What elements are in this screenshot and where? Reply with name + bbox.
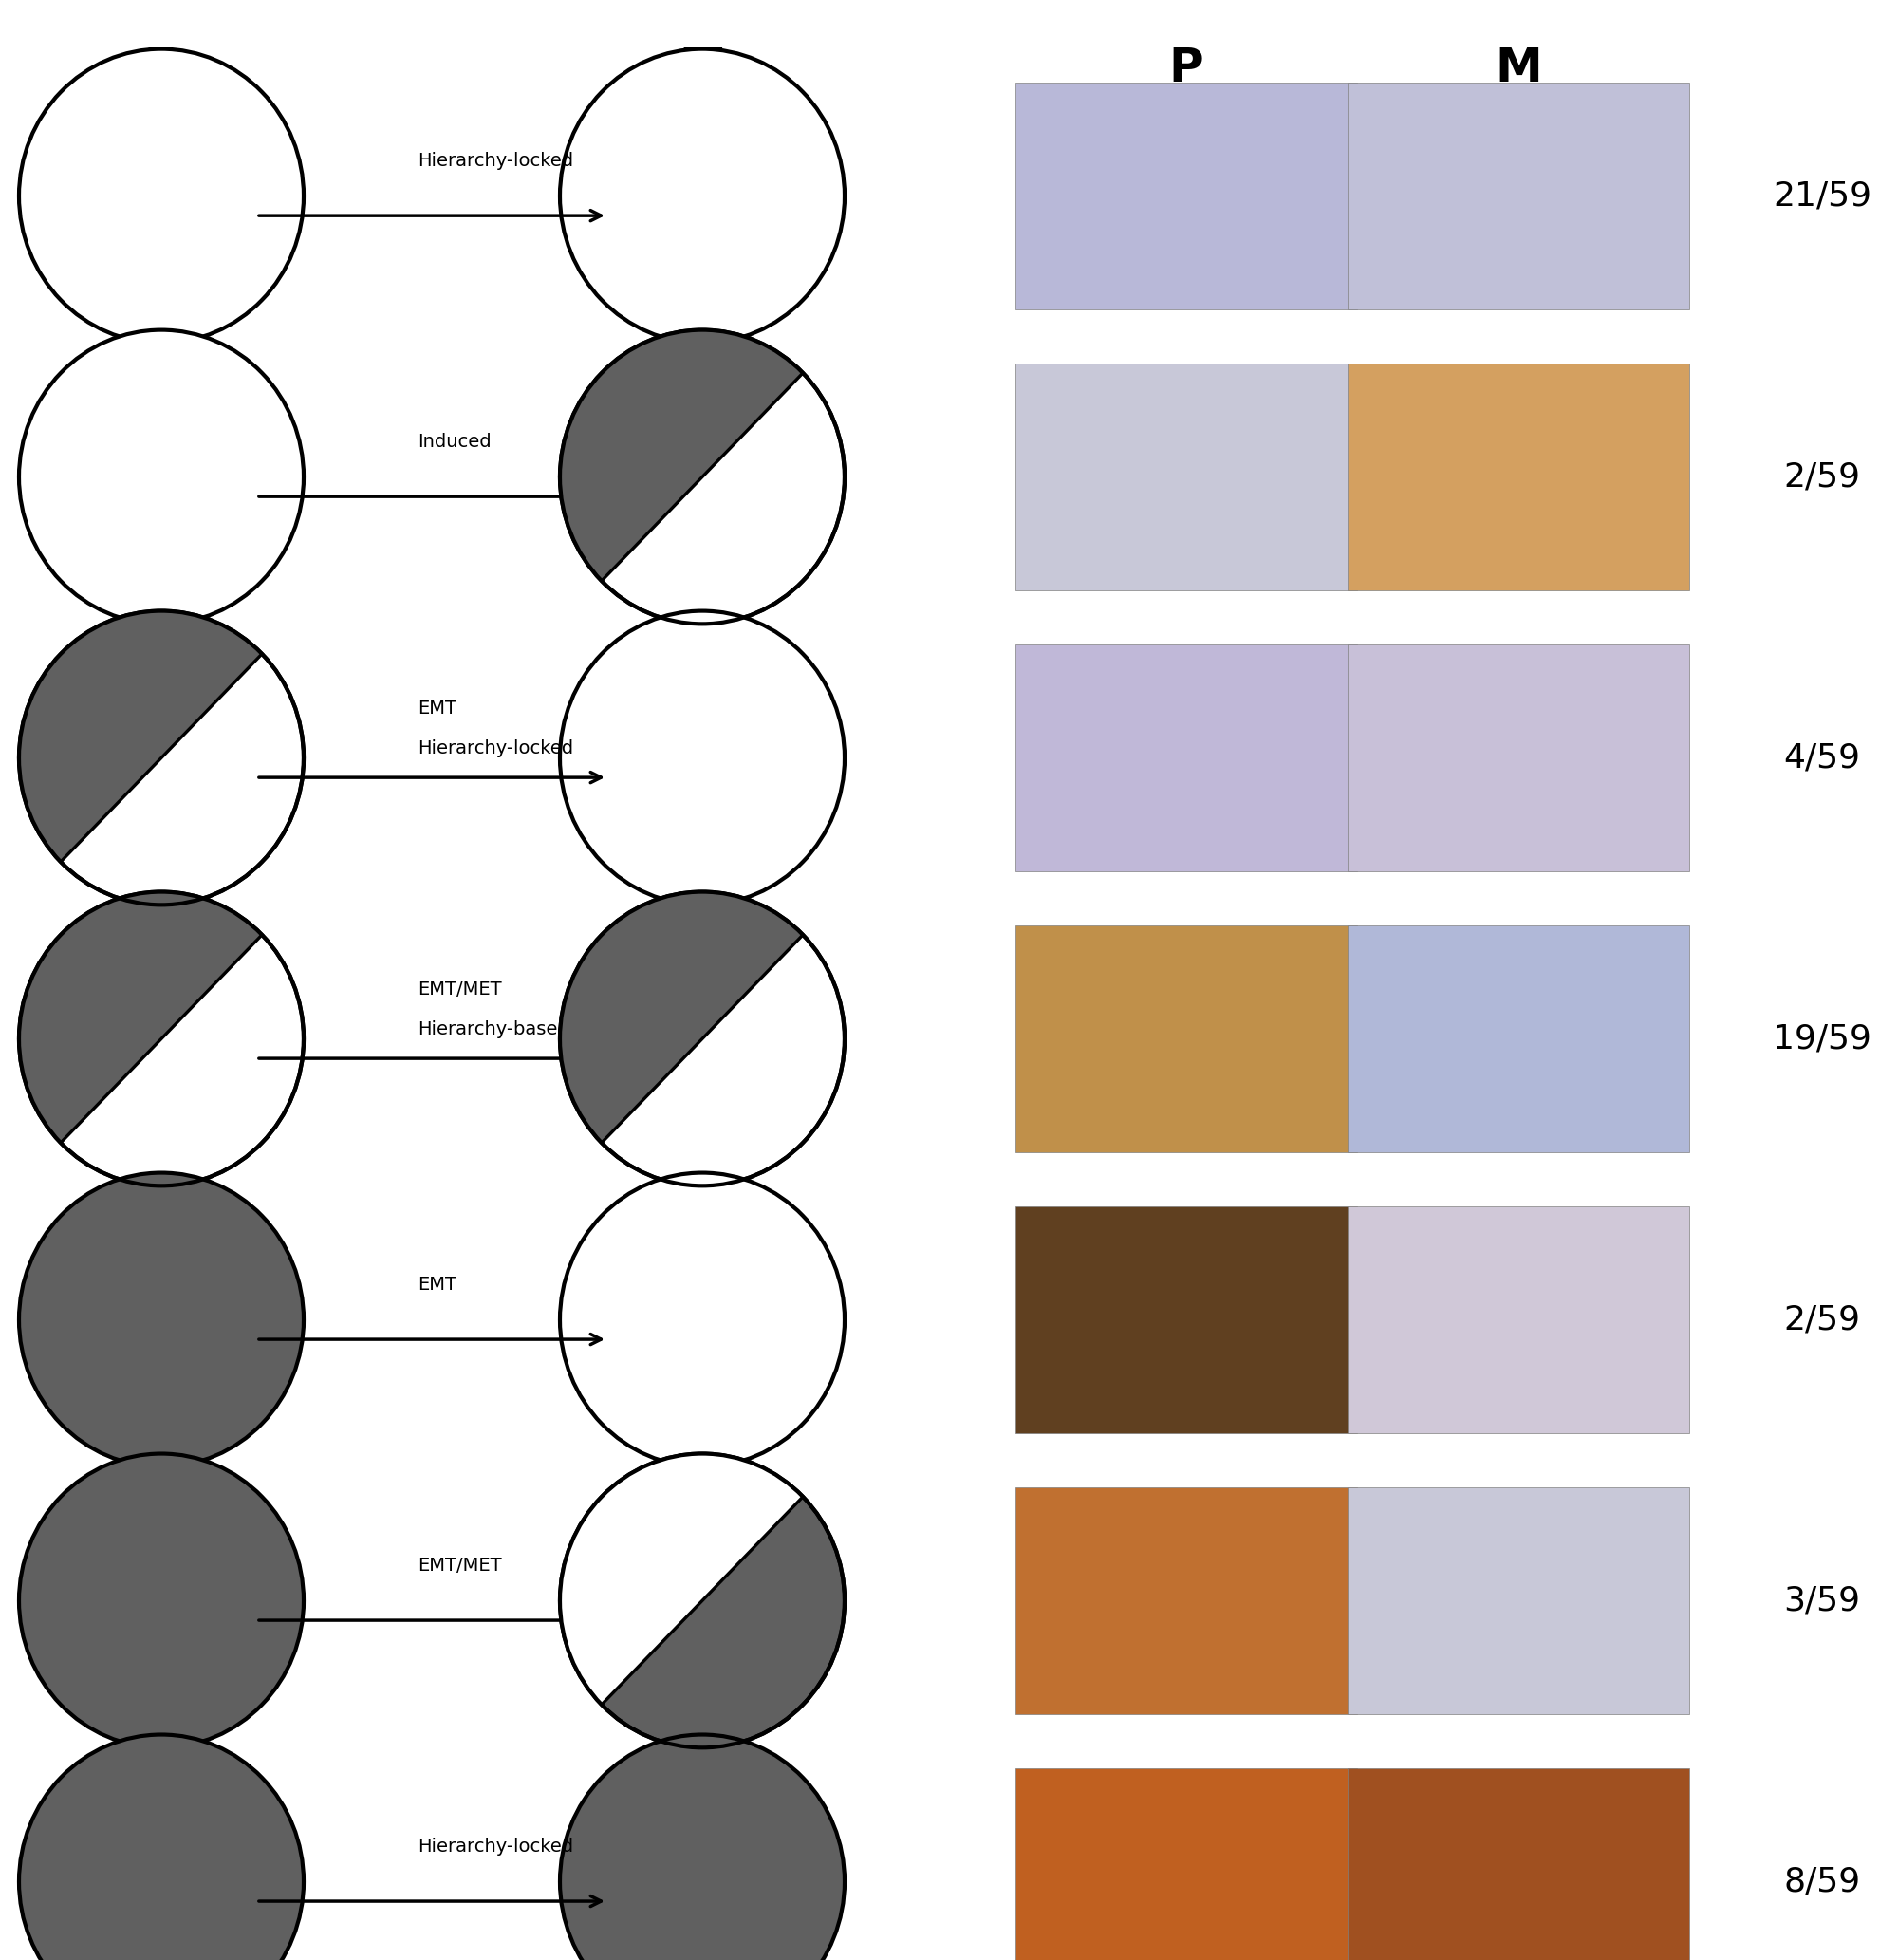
Wedge shape (19, 612, 262, 862)
Circle shape (19, 1172, 304, 1466)
FancyBboxPatch shape (1015, 1488, 1357, 1715)
Text: P: P (1169, 45, 1203, 92)
Text: Hierarchy-based: Hierarchy-based (418, 1019, 569, 1039)
Text: EMT/MET: EMT/MET (418, 980, 501, 1000)
FancyBboxPatch shape (1348, 82, 1689, 310)
Wedge shape (560, 329, 803, 580)
FancyBboxPatch shape (1348, 1488, 1689, 1715)
FancyBboxPatch shape (1348, 925, 1689, 1152)
Circle shape (560, 329, 845, 623)
Text: EMT: EMT (418, 700, 456, 717)
FancyBboxPatch shape (1348, 1205, 1689, 1433)
Text: Hierarchy-locked: Hierarchy-locked (418, 739, 573, 757)
Text: M: M (1496, 45, 1541, 92)
Text: 2/59: 2/59 (1784, 461, 1860, 494)
FancyBboxPatch shape (1015, 645, 1357, 872)
Text: Induced: Induced (418, 433, 492, 451)
Circle shape (19, 892, 304, 1186)
Wedge shape (560, 892, 803, 1143)
Circle shape (19, 612, 304, 906)
FancyBboxPatch shape (1015, 363, 1357, 590)
Text: M: M (679, 45, 725, 92)
Text: P: P (144, 45, 178, 92)
FancyBboxPatch shape (1015, 1768, 1357, 1960)
Text: 21/59: 21/59 (1773, 180, 1871, 212)
Circle shape (19, 1454, 304, 1748)
Text: 4/59: 4/59 (1784, 741, 1860, 774)
Circle shape (19, 329, 304, 623)
Text: EMT: EMT (418, 1276, 456, 1294)
Text: 3/59: 3/59 (1784, 1584, 1860, 1617)
FancyBboxPatch shape (1348, 645, 1689, 872)
Circle shape (560, 1172, 845, 1466)
Circle shape (19, 49, 304, 343)
Text: EMT/MET: EMT/MET (418, 1556, 501, 1574)
Wedge shape (560, 1454, 803, 1705)
FancyBboxPatch shape (1015, 82, 1357, 310)
FancyBboxPatch shape (1348, 1768, 1689, 1960)
Text: Hierarchy-locked: Hierarchy-locked (418, 1837, 573, 1856)
Circle shape (560, 1735, 845, 1960)
Circle shape (560, 892, 845, 1186)
Circle shape (560, 1454, 845, 1748)
Text: 8/59: 8/59 (1784, 1866, 1860, 1897)
Wedge shape (19, 892, 262, 1143)
FancyBboxPatch shape (1015, 1205, 1357, 1433)
Circle shape (19, 1735, 304, 1960)
Text: 2/59: 2/59 (1784, 1303, 1860, 1337)
FancyBboxPatch shape (1015, 925, 1357, 1152)
Circle shape (560, 49, 845, 343)
Circle shape (560, 612, 845, 906)
Text: 19/59: 19/59 (1773, 1023, 1871, 1054)
FancyBboxPatch shape (1348, 363, 1689, 590)
Text: Hierarchy-locked: Hierarchy-locked (418, 151, 573, 171)
